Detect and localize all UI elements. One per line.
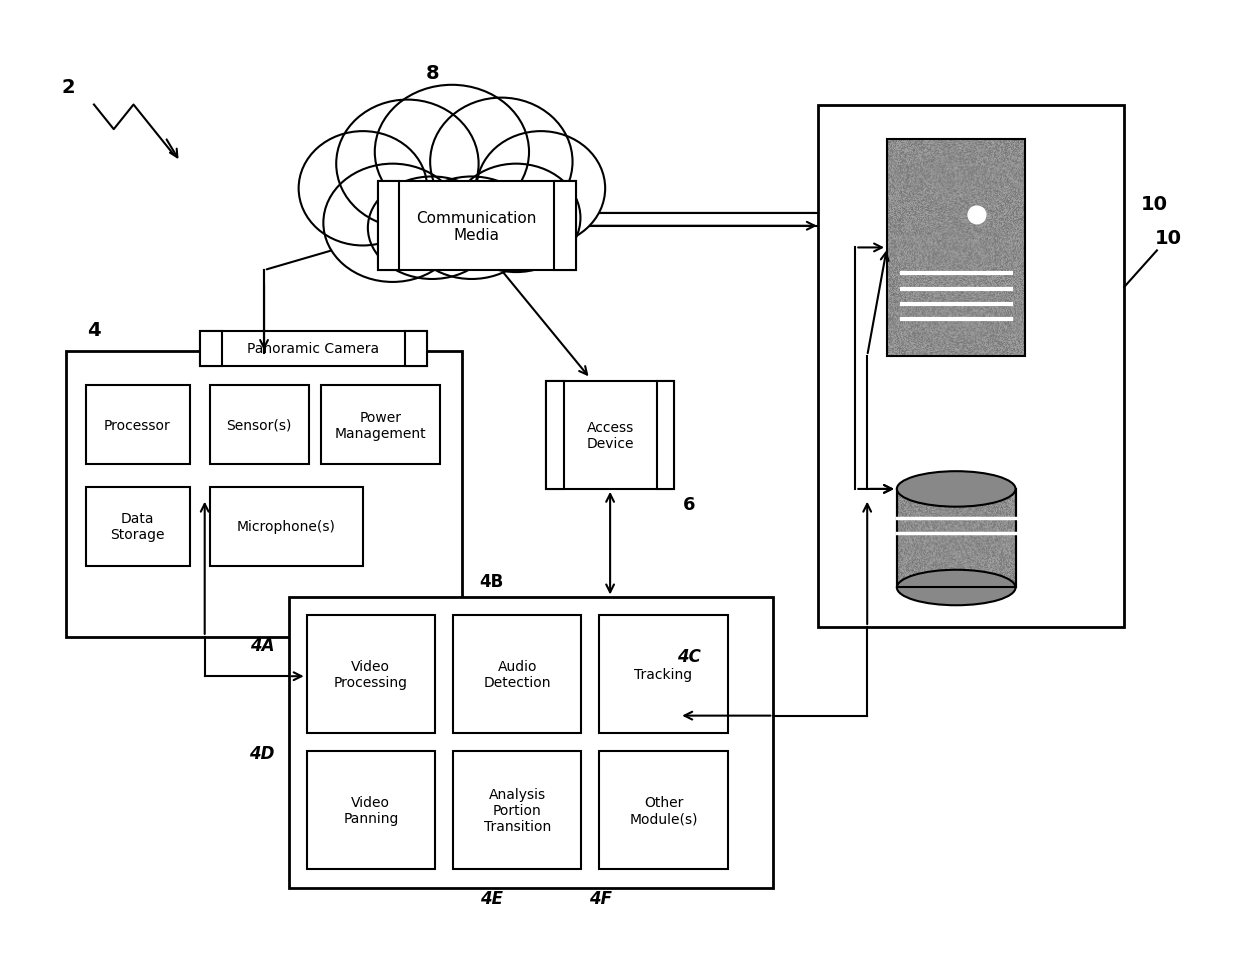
Bar [363, 189, 565, 258]
Ellipse shape [408, 177, 536, 280]
Bar [599, 615, 728, 734]
Bar [546, 381, 675, 489]
Bar [210, 487, 363, 566]
Bar [86, 386, 190, 465]
Ellipse shape [430, 99, 573, 227]
Bar [306, 751, 435, 869]
Bar [321, 386, 440, 465]
Ellipse shape [897, 570, 1016, 606]
Text: 10: 10 [1156, 229, 1182, 248]
Text: Communication
Media: Communication Media [417, 210, 537, 242]
Text: 2: 2 [62, 78, 76, 97]
Text: 4F: 4F [589, 890, 611, 907]
Text: 4B: 4B [480, 572, 503, 590]
Text: Power
Management: Power Management [335, 410, 427, 441]
Ellipse shape [476, 132, 605, 246]
Bar [897, 489, 1016, 588]
Bar [405, 331, 428, 366]
Bar [66, 352, 461, 638]
Text: 4: 4 [87, 321, 100, 339]
Text: Processor: Processor [104, 419, 171, 432]
Text: Data
Storage: Data Storage [110, 512, 165, 542]
Text: Panoramic Camera: Panoramic Camera [248, 342, 379, 356]
Text: Video
Panning: Video Panning [343, 796, 398, 826]
Ellipse shape [451, 165, 580, 273]
Ellipse shape [897, 472, 1016, 507]
Text: Other
Module(s): Other Module(s) [629, 796, 698, 826]
Text: Tracking: Tracking [635, 668, 693, 681]
Text: 4D: 4D [249, 744, 275, 763]
Text: Analysis
Portion
Transition: Analysis Portion Transition [484, 787, 551, 833]
Bar [200, 331, 222, 366]
Text: 10: 10 [1141, 195, 1167, 213]
Bar [210, 386, 309, 465]
Bar [599, 751, 728, 869]
Bar [897, 489, 1016, 588]
Ellipse shape [368, 177, 496, 280]
Circle shape [968, 206, 986, 225]
Text: 8: 8 [425, 64, 439, 83]
Text: Sensor(s): Sensor(s) [227, 419, 291, 432]
Bar [657, 381, 675, 489]
Text: Video
Processing: Video Processing [334, 660, 408, 690]
Text: 4E: 4E [480, 890, 503, 907]
Bar [289, 598, 774, 889]
Bar [306, 615, 435, 734]
Text: 4C: 4C [677, 648, 701, 666]
Ellipse shape [324, 165, 461, 283]
Ellipse shape [374, 85, 529, 220]
Bar [453, 615, 582, 734]
Bar [200, 331, 428, 366]
Bar [887, 140, 1025, 357]
Text: 4A: 4A [249, 636, 274, 654]
Bar [453, 751, 582, 869]
Bar [546, 381, 564, 489]
Bar [554, 182, 575, 270]
Bar [378, 182, 399, 270]
Bar [817, 106, 1125, 627]
Text: Audio
Detection: Audio Detection [484, 660, 551, 690]
Bar [378, 182, 575, 270]
Ellipse shape [336, 101, 479, 229]
Text: Microphone(s): Microphone(s) [237, 519, 335, 534]
Text: Access
Device: Access Device [587, 421, 634, 451]
Text: 6: 6 [683, 495, 696, 514]
Bar [86, 487, 190, 566]
Ellipse shape [299, 132, 428, 246]
